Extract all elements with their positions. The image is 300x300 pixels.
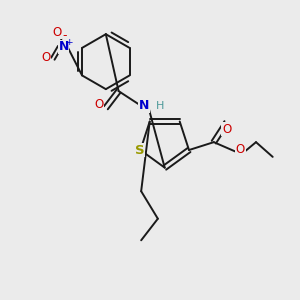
- Text: H: H: [156, 101, 164, 111]
- Text: S: S: [135, 143, 144, 157]
- Text: O: O: [41, 51, 51, 64]
- Text: -: -: [62, 29, 67, 42]
- Text: O: O: [222, 123, 231, 136]
- Text: N: N: [139, 99, 149, 112]
- Text: N: N: [58, 40, 69, 53]
- Text: O: O: [52, 26, 62, 39]
- Text: +: +: [65, 38, 72, 46]
- Text: O: O: [236, 143, 245, 157]
- Text: O: O: [94, 98, 104, 111]
